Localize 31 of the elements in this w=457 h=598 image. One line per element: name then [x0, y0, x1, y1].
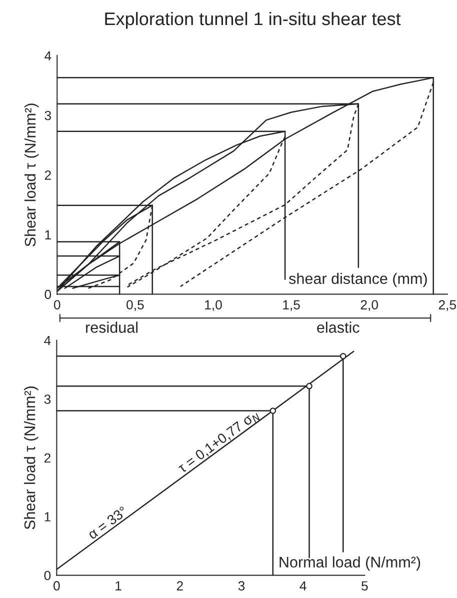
y-tick-label: 0 — [44, 570, 51, 580]
x-tick-label: 2,0 — [360, 300, 378, 312]
y-tick-label: 3 — [44, 394, 51, 404]
y-tick-label: 4 — [44, 336, 51, 346]
text: residual — [86, 322, 138, 333]
x-tick-label: 2,5 — [438, 300, 456, 312]
annotation: α = 33° — [87, 506, 128, 540]
y-tick-label: 3 — [44, 110, 51, 120]
y-tick-label: 2 — [44, 170, 51, 180]
y-tick-label: 1 — [44, 512, 50, 522]
x-tick-label: 4 — [300, 581, 306, 590]
x-tick-label: 2 — [176, 581, 183, 590]
chart-title: Exploration tunnel 1 in-situ shear test — [105, 12, 401, 29]
text: elastic — [317, 322, 360, 333]
x-axis-title: shear distance (mm) — [288, 272, 427, 288]
annotation: τ = 0,1+0,77 σ$_{N}$ — [176, 409, 261, 476]
x-tick-label: 3 — [238, 581, 245, 591]
x-tick-label: 1 — [116, 581, 122, 590]
y-tick-label: 0 — [44, 290, 52, 300]
x-tick-label: 1,5 — [283, 300, 300, 312]
y-axis-title: Shear load τ (N/mm²) — [24, 386, 38, 530]
y-axis-title: Shear load τ (N/mm²) — [24, 104, 39, 246]
y-tick-label: 2 — [44, 453, 50, 463]
y-tick-label: 4 — [44, 51, 52, 60]
x-tick-label: 5 — [362, 581, 368, 591]
x-axis-title: Normal load (N/mm²) — [280, 556, 420, 571]
x-tick-label: 0,5 — [126, 300, 144, 312]
x-tick-label: 1,0 — [205, 300, 222, 312]
y-tick-label: 1 — [45, 230, 51, 240]
x-tick-label: 0 — [54, 300, 60, 310]
x-tick-label: 0 — [54, 581, 60, 591]
